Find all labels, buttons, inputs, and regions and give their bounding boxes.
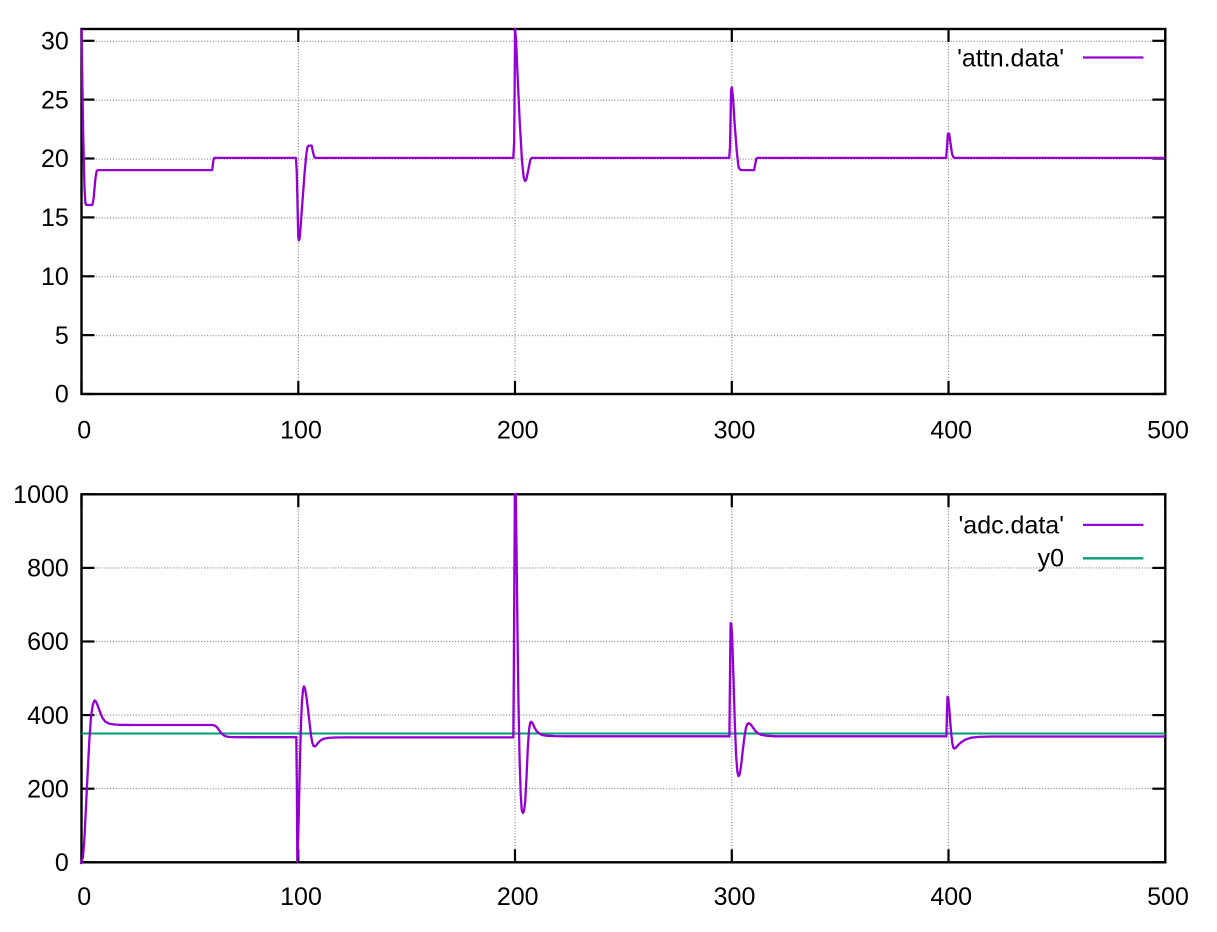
svg-text:200: 200	[497, 416, 539, 444]
svg-text:25: 25	[41, 86, 69, 114]
svg-text:1000: 1000	[13, 481, 69, 509]
svg-text:15: 15	[41, 204, 69, 232]
svg-text:100: 100	[280, 883, 322, 911]
svg-text:30: 30	[41, 28, 69, 56]
svg-text:0: 0	[77, 883, 91, 911]
svg-text:10: 10	[41, 263, 69, 291]
svg-text:600: 600	[27, 628, 69, 656]
svg-text:800: 800	[27, 555, 69, 583]
svg-text:400: 400	[930, 883, 972, 911]
svg-text:20: 20	[41, 145, 69, 173]
svg-text:0: 0	[55, 849, 69, 877]
svg-text:200: 200	[497, 883, 539, 911]
svg-text:400: 400	[930, 416, 972, 444]
svg-text:300: 300	[714, 883, 756, 911]
svg-text:500: 500	[1147, 883, 1189, 911]
svg-text:'adc.data': 'adc.data'	[959, 512, 1064, 540]
svg-text:0: 0	[77, 416, 91, 444]
svg-text:0: 0	[55, 381, 69, 409]
svg-text:400: 400	[27, 702, 69, 730]
svg-text:200: 200	[27, 775, 69, 803]
svg-text:100: 100	[280, 416, 322, 444]
svg-text:300: 300	[714, 416, 756, 444]
svg-text:5: 5	[55, 322, 69, 350]
svg-text:'attn.data': 'attn.data'	[957, 45, 1064, 73]
svg-text:y0: y0	[1038, 545, 1064, 573]
svg-text:500: 500	[1147, 416, 1189, 444]
